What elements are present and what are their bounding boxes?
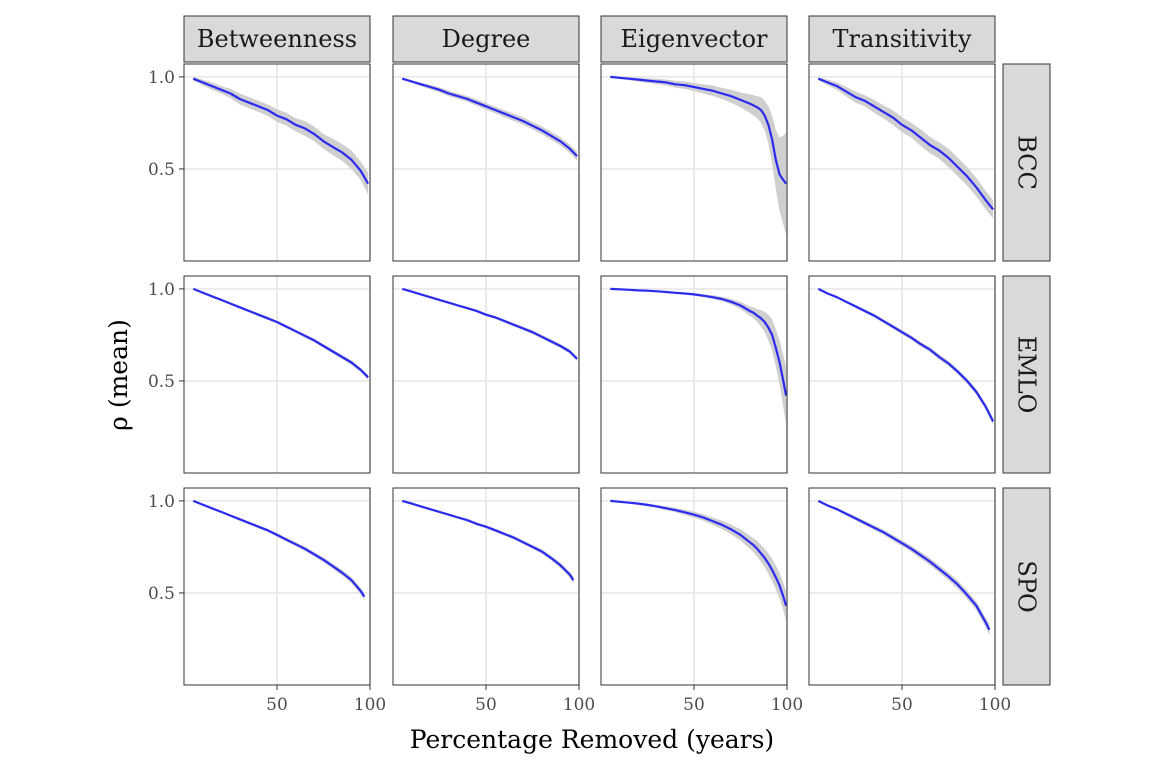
ribbon-bcc-eigenvector	[610, 76, 787, 236]
ribbon-emlo-transitivity	[818, 288, 994, 425]
line-bcc-eigenvector	[610, 75, 787, 185]
x-tick-label: 100	[771, 695, 803, 715]
strip-emlo	[1002, 275, 1051, 474]
x-tick-label: 100	[563, 695, 595, 715]
strip-eigenvector	[600, 15, 788, 63]
ribbon-spo-betweenness	[193, 500, 365, 601]
panel-border-emlo-transitivity	[808, 275, 996, 474]
panel-area: Betweenness Degree Eigenvector Transitivity…	[148, 15, 1051, 715]
strip-bcc	[1002, 63, 1051, 262]
panel-spo-transitivity: 50 100	[808, 487, 1011, 715]
strip-label-eigenvector: Eigenvector	[621, 25, 769, 53]
panel-bcc-transitivity	[808, 63, 996, 262]
ribbon-bcc-degree	[402, 77, 578, 161]
strip-label-spo: SPO	[1013, 560, 1041, 612]
line-spo-degree	[401, 499, 575, 581]
strip-label-degree: Degree	[442, 25, 531, 53]
strip-betweenness	[183, 15, 371, 63]
x-tick-label: 50	[475, 695, 497, 715]
panel-border-bcc-transitivity	[808, 63, 996, 262]
panel-border-emlo-betweenness	[183, 275, 371, 474]
panel-spo-betweenness: 0.5 1.0 50 100	[148, 487, 386, 715]
panel-bcc-degree	[392, 63, 580, 262]
y-axis-title: ρ (mean)	[104, 319, 133, 431]
panel-emlo-eigenvector	[600, 275, 788, 474]
panel-border-bcc-degree	[392, 63, 580, 262]
y-tick-label: 1.0	[148, 280, 175, 300]
panel-border-emlo-eigenvector	[600, 275, 788, 474]
ribbon-emlo-betweenness	[193, 288, 369, 380]
panel-spo-degree: 50 100	[392, 487, 595, 715]
strip-label-emlo: EMLO	[1013, 336, 1041, 414]
strip-spo	[1002, 487, 1051, 686]
panel-border-bcc-eigenvector	[600, 63, 788, 262]
ribbon-spo-transitivity	[818, 500, 990, 636]
y-tick-label: 1.0	[148, 492, 175, 512]
panel-emlo-transitivity	[808, 275, 996, 474]
panel-emlo-betweenness: 0.5 1.0	[148, 275, 371, 474]
panel-bcc-betweenness: 0.5 1.0	[148, 63, 371, 262]
y-tick-label: 0.5	[148, 372, 175, 392]
line-spo-betweenness	[192, 499, 366, 598]
ribbon-spo-eigenvector	[610, 500, 787, 621]
panel-emlo-degree	[392, 275, 580, 474]
y-tick-label: 0.5	[148, 160, 175, 180]
ribbon-emlo-eigenvector	[610, 288, 787, 426]
line-spo-eigenvector	[610, 499, 788, 607]
line-emlo-eigenvector	[610, 287, 788, 396]
x-tick-label: 50	[891, 695, 913, 715]
panel-border-bcc-betweenness	[183, 63, 371, 262]
line-bcc-betweenness	[192, 77, 370, 185]
x-tick-label: 50	[266, 695, 288, 715]
ribbon-emlo-degree	[402, 288, 578, 362]
x-tick-label: 50	[683, 695, 705, 715]
x-tick-label: 100	[979, 695, 1011, 715]
y-tick-label: 0.5	[148, 584, 175, 604]
strip-label-transitivity: Transitivity	[833, 25, 972, 53]
x-tick-label: 100	[354, 695, 386, 715]
line-emlo-transitivity	[817, 287, 995, 422]
strip-label-betweenness: Betweenness	[197, 25, 357, 53]
x-axis-title: Percentage Removed (years)	[410, 725, 774, 754]
strip-degree	[392, 15, 580, 63]
line-spo-transitivity	[817, 499, 991, 631]
line-bcc-transitivity	[817, 77, 994, 211]
strip-label-bcc: BCC	[1013, 135, 1041, 190]
panel-spo-eigenvector: 50 100	[600, 487, 803, 715]
ribbon-bcc-betweenness	[193, 76, 369, 195]
y-tick-label: 1.0	[148, 68, 175, 88]
ribbon-spo-degree	[402, 500, 574, 584]
line-bcc-degree	[401, 77, 578, 157]
line-emlo-degree	[401, 287, 578, 360]
strip-transitivity	[808, 15, 996, 63]
panel-bcc-eigenvector	[600, 63, 788, 262]
panel-border-emlo-degree	[392, 275, 580, 474]
line-emlo-betweenness	[192, 287, 369, 379]
ribbon-bcc-transitivity	[818, 77, 994, 219]
